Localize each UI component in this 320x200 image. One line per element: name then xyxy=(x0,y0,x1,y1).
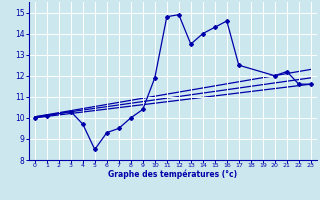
X-axis label: Graphe des températures (°c): Graphe des températures (°c) xyxy=(108,170,237,179)
